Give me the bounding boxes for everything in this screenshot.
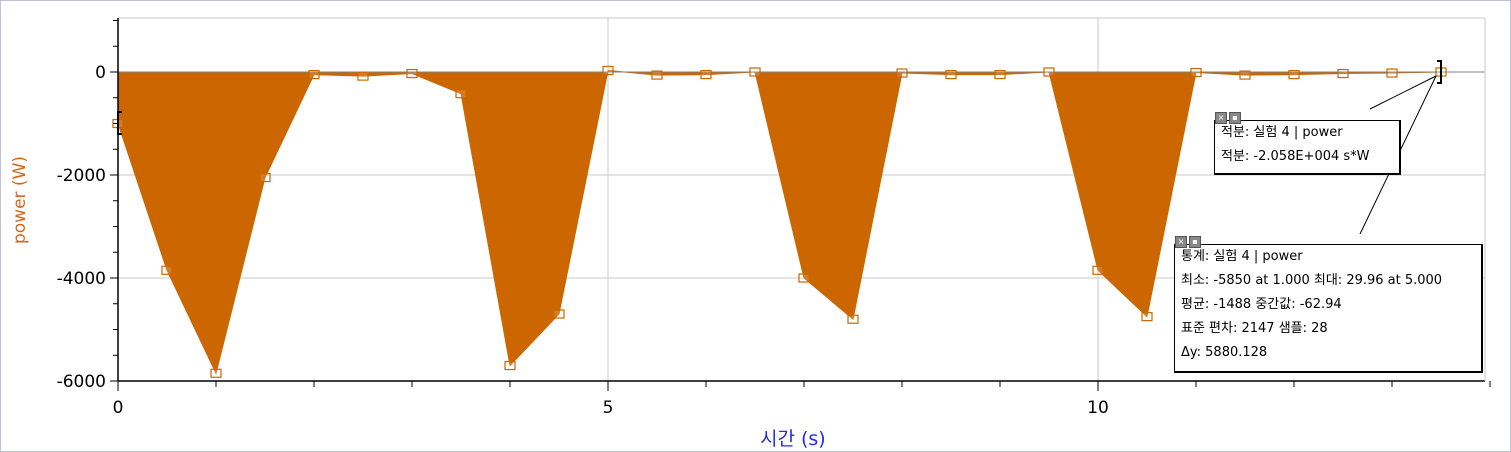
statistics-mean-median: 평균: -1488 중간값: -62.94: [1181, 297, 1342, 312]
axes: [110, 18, 1491, 391]
y-tick-label: -6000: [57, 372, 106, 392]
series-area-power: [117, 69, 1442, 375]
integral-leader-line: [1369, 75, 1437, 110]
data-point-marker: [1092, 265, 1104, 275]
data-point-marker: [1386, 68, 1398, 78]
data-point-marker: [357, 71, 369, 81]
data-point-marker: [1239, 70, 1251, 80]
data-point-marker: [1043, 67, 1055, 77]
y-tick-label: 0: [95, 63, 106, 83]
y-axis-label: power (W): [6, 120, 34, 280]
data-point-marker: [455, 89, 467, 99]
data-point-marker: [161, 265, 173, 275]
data-point-marker: [994, 69, 1006, 80]
y-tick-label: -2000: [57, 166, 106, 186]
data-point-marker: [896, 68, 908, 78]
data-point-marker: [308, 69, 320, 80]
tick-labels: 0 5 10 0 -2000 -4000 -6000: [57, 63, 1109, 418]
statistics-title: 통계: 실험 4 | power: [1181, 249, 1303, 264]
data-point-marker: [798, 273, 810, 283]
data-point-marker: [945, 69, 957, 80]
data-point-marker: [602, 65, 614, 76]
data-point-marker: [749, 67, 761, 77]
data-point-marker: [504, 360, 516, 371]
integral-title: 적분: 실험 4 | power: [1221, 125, 1343, 140]
statistics-std-samples: 표준 편차: 2147 샘플: 28: [1181, 321, 1328, 336]
data-point-marker: [700, 69, 712, 80]
y-tick-label: -4000: [57, 269, 106, 289]
close-icon[interactable]: ×: [1215, 112, 1227, 124]
close-icon[interactable]: ×: [1175, 236, 1187, 248]
statistics-delta-y: Δy: 5880.128: [1181, 345, 1268, 360]
data-point-marker: [406, 68, 418, 79]
integral-value: 적분: -2.058E+004 s*W: [1221, 149, 1370, 164]
x-tick-label: 0: [113, 398, 124, 418]
data-point-marker: [553, 309, 565, 319]
data-point-marker: [1337, 68, 1349, 79]
options-icon[interactable]: ▪: [1229, 112, 1241, 124]
data-point-marker: [210, 368, 222, 378]
statistics-min-max: 최소: -5850 at 1.000 최대: 29.96 at 5.000: [1181, 273, 1443, 288]
integral-box[interactable]: × ▪ 적분: 실험 4 | power 적분: -2.058E+004 s*W: [1214, 112, 1401, 175]
data-point-marker: [1141, 312, 1153, 322]
options-icon[interactable]: ▪: [1189, 236, 1201, 248]
data-point-marker: [847, 314, 859, 324]
statistics-box[interactable]: × ▪ 통계: 실험 4 | power 최소: -5850 at 1.000 최…: [1174, 236, 1483, 373]
x-tick-label: 10: [1087, 398, 1109, 418]
range-bracket-right: [1437, 60, 1442, 84]
data-point-marker: [1190, 67, 1202, 78]
integral-box-controls: × ▪: [1215, 112, 1241, 124]
data-point-marker: [1288, 69, 1300, 80]
data-point-marker: [651, 70, 663, 80]
y-axis-label-text: power (W): [10, 155, 30, 245]
x-tick-label: 5: [603, 398, 614, 418]
statistics-box-controls: × ▪: [1175, 236, 1201, 248]
data-point-marker: [259, 172, 271, 183]
data-area: [117, 69, 1485, 375]
x-axis-label: 시간 (s): [760, 428, 826, 450]
